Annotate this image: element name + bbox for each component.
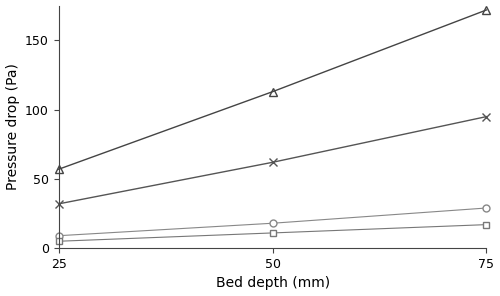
Y-axis label: Pressure drop (Pa): Pressure drop (Pa) bbox=[6, 64, 20, 190]
X-axis label: Bed depth (mm): Bed depth (mm) bbox=[216, 276, 330, 290]
